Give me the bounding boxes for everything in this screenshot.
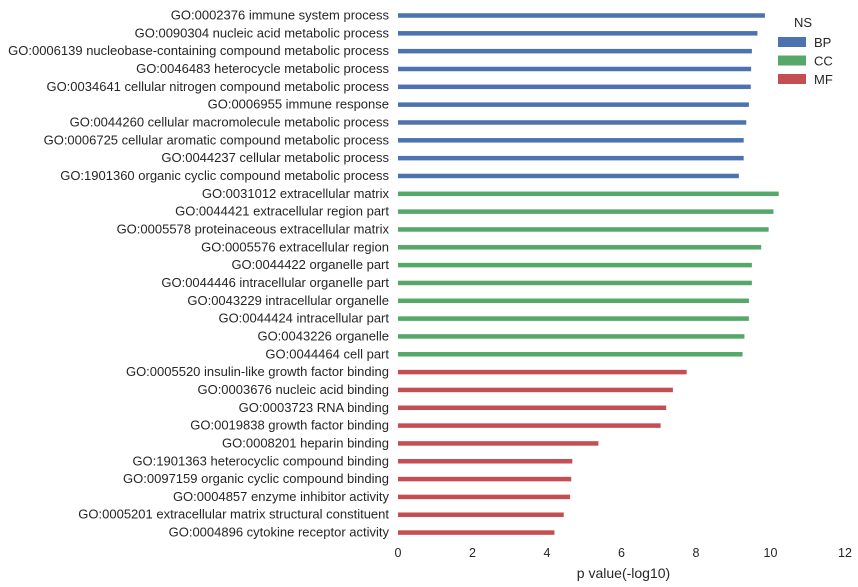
bar-mf [398,405,667,411]
bar-cc [398,316,749,321]
x-axis-label: p value(-log10) [577,565,670,581]
bar-bp [398,155,744,161]
x-tick-label: 4 [544,546,551,560]
category-label: GO:0006139 nucleobase-containing compoun… [8,43,389,58]
category-label: GO:0044446 intracellular organelle part [161,275,389,290]
bar-bp [398,102,749,107]
category-label: GO:0046483 heterocycle metabolic process [136,61,389,76]
category-label: GO:0005520 insulin-like growth factor bi… [126,364,389,379]
bar-mf [398,423,661,428]
bar-mf [398,512,564,517]
category-label: GO:0043226 organelle [257,328,389,343]
category-label: GO:0044421 extracellular region part [175,204,389,219]
category-label: GO:0004857 enzyme inhibitor activity [173,489,390,504]
category-label: GO:0097159 organic cyclic compound bindi… [123,471,389,486]
bar-bp [398,31,758,36]
x-tick-label: 12 [838,546,852,560]
category-label: GO:0044237 cellular metabolic process [161,150,389,165]
legend-swatch-bp [778,37,806,47]
legend-swatch-mf [778,74,806,84]
legend-label-bp: BP [814,35,831,50]
bar-bp [398,84,751,90]
category-label: GO:0019838 growth factor binding [190,418,389,433]
bars-layer [398,13,779,535]
x-tick-label: 0 [395,546,402,560]
category-label: GO:0003676 nucleic acid binding [197,382,389,397]
x-axis-ticks: 0 2 4 6 8 10 12 [395,546,852,560]
bar-cc [398,191,779,197]
legend-swatch-cc [778,55,806,66]
category-label: GO:0090304 nucleic acid metabolic proces… [135,25,390,40]
bar-cc [398,262,752,268]
bar-cc [398,298,749,304]
category-label: GO:0005578 proteinaceous extracellular m… [117,221,390,236]
category-label: GO:0004896 cytokine receptor activity [169,525,390,540]
category-label: GO:1901363 heterocyclic compound binding [132,453,389,468]
category-label: GO:0044260 cellular macromolecule metabo… [70,114,390,129]
x-tick-label: 10 [764,546,778,560]
x-tick-label: 8 [693,546,700,560]
bar-bp [398,66,752,72]
bar-mf [398,387,673,393]
bar-cc [398,334,745,339]
legend-label-cc: CC [814,54,833,69]
bar-mf [398,476,572,482]
category-label: GO:0006725 cellular aromatic compound me… [44,132,390,147]
bar-cc [398,245,762,250]
bar-bp [398,48,752,54]
bar-mf [398,530,555,535]
category-label: GO:0044424 intracellular part [218,311,389,326]
category-label: GO:0002376 immune system process [171,8,390,23]
category-label: GO:0005576 extracellular region [201,239,389,254]
category-label: GO:0003723 RNA binding [239,400,389,415]
category-label: GO:0031012 extracellular matrix [202,186,390,201]
bar-bp [398,120,747,125]
legend-title: NS [794,15,812,30]
bar-mf [398,494,571,500]
bar-cc [398,280,752,286]
category-label: GO:0008201 heparin binding [222,435,389,450]
category-label: GO:0044422 organelle part [231,257,389,272]
bar-mf [398,441,599,446]
x-tick-label: 2 [469,546,476,560]
bar-mf [398,369,687,375]
category-labels: GO:0002376 immune system process GO:00903… [8,8,389,540]
bar-cc [398,227,769,232]
category-label: GO:0005201 extracellular matrix structur… [78,507,389,522]
category-label: GO:1901360 organic cyclic compound metab… [60,168,389,183]
legend-label-mf: MF [814,72,833,87]
category-label: GO:0043229 intracellular organelle [187,293,389,308]
bar-bp [398,13,765,18]
category-label: GO:0044464 cell part [265,346,389,361]
legend: NS BP CC MF [778,15,833,87]
bar-cc [398,352,743,357]
category-label: GO:0006955 immune response [208,97,389,112]
category-label: GO:0034641 cellular nitrogen compound me… [46,79,389,94]
x-tick-label: 6 [618,546,625,560]
bar-cc [398,209,774,214]
bar-bp [398,173,739,179]
bar-mf [398,459,573,464]
bar-bp [398,138,744,143]
